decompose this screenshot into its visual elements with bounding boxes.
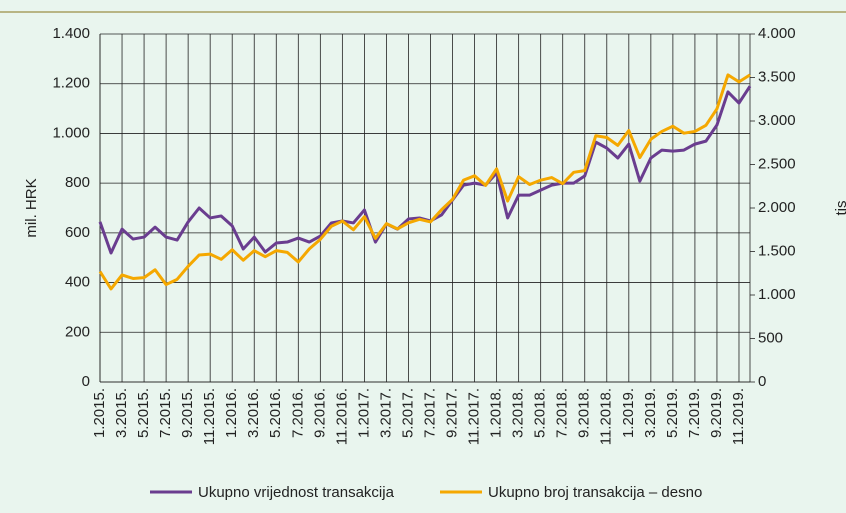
x-tick-label: 7.2019.: [686, 388, 703, 438]
x-tick-label: 7.2017.: [421, 388, 438, 438]
y2-tick-label: 1.500: [758, 242, 796, 259]
x-tick-label: 3.2017.: [377, 388, 394, 438]
y2-tick-label: 2.000: [758, 199, 796, 216]
x-tick-label: 3.2016.: [245, 388, 262, 438]
y-tick-label: 1.200: [52, 75, 90, 92]
legend-label: Ukupno broj transakcija – desno: [488, 484, 702, 501]
y-tick-label: 1.000: [52, 124, 90, 141]
y-tick-label: 600: [65, 224, 90, 241]
x-tick-label: 1.2018.: [488, 388, 505, 438]
series-line: [98, 73, 751, 291]
y2-tick-label: 500: [758, 329, 783, 346]
x-tick-label: 5.2019.: [664, 388, 681, 438]
x-tick-label: 1.2019.: [620, 388, 637, 438]
x-tick-label: 7.2018.: [554, 388, 571, 438]
x-tick-label: 5.2016.: [267, 388, 284, 438]
x-tick-label: 11.2016.: [333, 388, 350, 445]
y-tick-label: 800: [65, 174, 90, 191]
x-tick-label: 9.2015.: [179, 388, 196, 438]
x-tick-label: 9.2016.: [311, 388, 328, 438]
y-tick-label: 400: [65, 274, 90, 291]
x-tick-label: 11.2018.: [598, 388, 615, 445]
y2-tick-label: 2.500: [758, 155, 796, 172]
y-axis-label: mil. HRK: [23, 178, 40, 237]
x-tick-label: 5.2017.: [399, 388, 416, 438]
x-tick-label: 7.2016.: [289, 388, 306, 438]
x-tick-label: 9.2019.: [708, 388, 725, 438]
y-tick-label: 1.400: [52, 25, 90, 42]
y-tick-label: 200: [65, 323, 90, 340]
x-tick-label: 1.2016.: [223, 388, 240, 438]
x-tick-label: 11.2015.: [201, 388, 218, 445]
x-tick-label: 5.2018.: [532, 388, 549, 438]
x-tick-label: 1.2017.: [355, 388, 372, 438]
y2-tick-label: 4.000: [758, 25, 796, 42]
x-tick-label: 3.2018.: [510, 388, 527, 438]
series-line: [98, 85, 752, 255]
x-tick-label: 9.2017.: [444, 388, 461, 438]
x-tick-label: 5.2015.: [135, 388, 152, 438]
x-tick-label: 9.2018.: [576, 388, 593, 438]
x-tick-label: 11.2019.: [730, 388, 747, 445]
x-tick-label: 3.2015.: [113, 388, 130, 438]
legend-label: Ukupno vrijednost transakcija: [198, 484, 395, 501]
x-tick-label: 3.2019.: [642, 388, 659, 438]
y2-tick-label: 1.000: [758, 286, 796, 303]
x-tick-label: 11.2017.: [466, 388, 483, 445]
y2-tick-label: 3.500: [758, 68, 796, 85]
y2-tick-label: 3.000: [758, 112, 796, 129]
x-tick-label: 7.2015.: [157, 388, 174, 438]
x-tick-label: 1.2015.: [91, 388, 108, 438]
y-tick-label: 0: [82, 373, 90, 390]
y2-tick-label: 0: [758, 373, 766, 390]
y2-axis-label: tis: [833, 201, 846, 216]
